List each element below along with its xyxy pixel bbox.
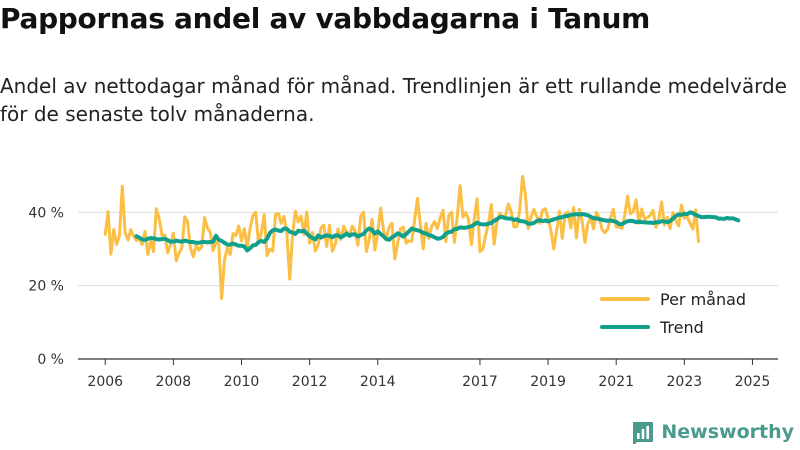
series-line-trend xyxy=(134,210,741,253)
y-tick-label: 20 % xyxy=(28,279,64,295)
chart-subtitle: Andel av nettodagar månad för månad. Tre… xyxy=(0,74,787,126)
x-tick-label: 2012 xyxy=(292,374,328,390)
x-tick-label: 2006 xyxy=(87,374,123,390)
brand-name: Newsworthy xyxy=(661,421,794,443)
y-tick-label: 0 % xyxy=(37,352,64,368)
chart-title: Pappornas andel av vabbdagarna i Tanum xyxy=(0,2,651,35)
x-tick-label: 2021 xyxy=(598,374,634,390)
newsworthy-brand[interactable]: Newsworthy xyxy=(631,420,794,444)
legend-label-trend: Trend xyxy=(659,318,704,337)
newsworthy-logo-icon xyxy=(633,422,654,444)
x-tick-label: 2008 xyxy=(156,374,192,390)
y-tick-label: 40 % xyxy=(28,205,64,221)
axis-ticks: 0 % 20 % 40 % 2006 2008 2010 2012 2014 2017 2019 2… xyxy=(28,205,770,390)
x-tick-label: 2019 xyxy=(530,374,566,390)
x-tick-label: 2014 xyxy=(360,374,396,390)
x-tick-label: 2010 xyxy=(224,374,260,390)
x-tick-label: 2023 xyxy=(667,374,703,390)
x-tick-label: 2017 xyxy=(462,374,498,390)
series-lines xyxy=(103,174,741,300)
x-tick-label: 2025 xyxy=(735,374,771,390)
legend-label-monthly: Per månad xyxy=(660,290,746,309)
chart-legend: Per månad Trend xyxy=(600,290,746,337)
